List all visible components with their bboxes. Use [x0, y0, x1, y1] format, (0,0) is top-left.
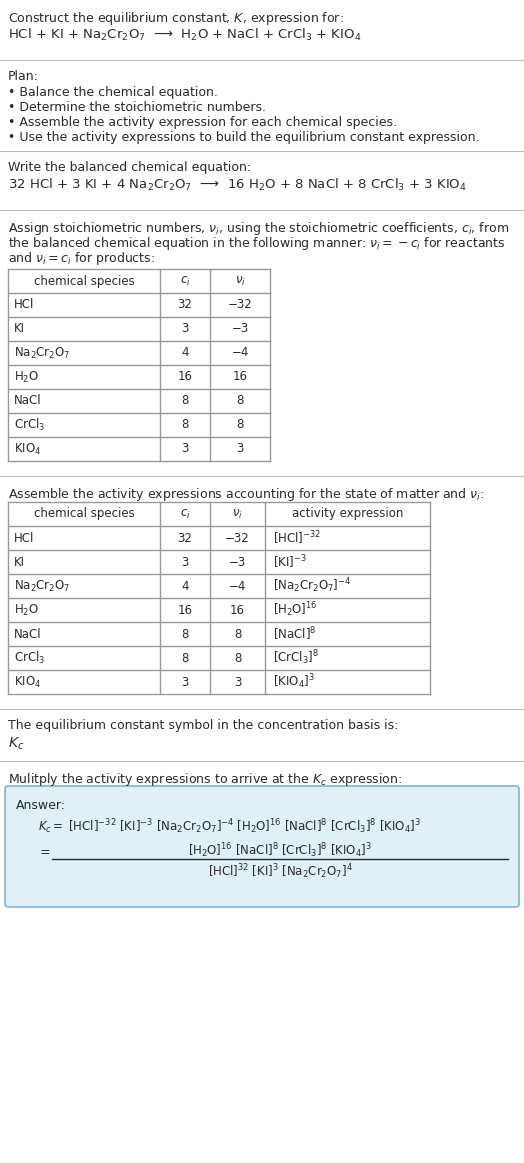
- Text: 8: 8: [181, 419, 189, 431]
- Text: • Use the activity expressions to build the equilibrium constant expression.: • Use the activity expressions to build …: [8, 131, 479, 144]
- Text: 16: 16: [233, 371, 247, 384]
- Text: $\nu_i$: $\nu_i$: [232, 507, 243, 521]
- Text: HCl: HCl: [14, 299, 35, 312]
- Text: 8: 8: [234, 651, 241, 664]
- Text: 16: 16: [178, 604, 192, 616]
- Text: • Assemble the activity expression for each chemical species.: • Assemble the activity expression for e…: [8, 116, 397, 129]
- Text: 32: 32: [178, 531, 192, 544]
- Text: NaCl: NaCl: [14, 394, 41, 407]
- Text: CrCl$_3$: CrCl$_3$: [14, 418, 45, 433]
- Text: $K_c = $ [HCl]$^{-32}$ [KI]$^{-3}$ [Na$_2$Cr$_2$O$_7$]$^{-4}$ [H$_2$O]$^{16}$ [N: $K_c = $ [HCl]$^{-32}$ [KI]$^{-3}$ [Na$_…: [38, 816, 421, 836]
- Text: 3: 3: [234, 676, 241, 688]
- Text: and $\nu_i = c_i$ for products:: and $\nu_i = c_i$ for products:: [8, 250, 155, 267]
- Text: [Na$_2$Cr$_2$O$_7$]$^{-4}$: [Na$_2$Cr$_2$O$_7$]$^{-4}$: [273, 577, 351, 595]
- Text: 3: 3: [181, 676, 189, 688]
- Text: −32: −32: [227, 299, 253, 312]
- Text: HCl: HCl: [14, 531, 35, 544]
- Text: KIO$_4$: KIO$_4$: [14, 675, 41, 690]
- Text: Construct the equilibrium constant, $K$, expression for:: Construct the equilibrium constant, $K$,…: [8, 10, 344, 27]
- Text: Assign stoichiometric numbers, $\nu_i$, using the stoichiometric coefficients, $: Assign stoichiometric numbers, $\nu_i$, …: [8, 220, 509, 237]
- Text: Plan:: Plan:: [8, 70, 39, 83]
- Text: 16: 16: [230, 604, 245, 616]
- Text: $K_c$: $K_c$: [8, 736, 24, 752]
- Text: 32: 32: [178, 299, 192, 312]
- Text: KI: KI: [14, 556, 25, 569]
- Text: −32: −32: [225, 531, 250, 544]
- Text: KI: KI: [14, 322, 25, 335]
- FancyBboxPatch shape: [5, 786, 519, 907]
- Text: $c_i$: $c_i$: [180, 507, 190, 521]
- Text: 8: 8: [181, 394, 189, 407]
- Text: • Determine the stoichiometric numbers.: • Determine the stoichiometric numbers.: [8, 101, 266, 114]
- Text: [H$_2$O]$^{16}$ [NaCl]$^{8}$ [CrCl$_3$]$^{8}$ [KIO$_4$]$^{3}$: [H$_2$O]$^{16}$ [NaCl]$^{8}$ [CrCl$_3$]$…: [188, 841, 372, 859]
- Text: NaCl: NaCl: [14, 628, 41, 641]
- Text: 8: 8: [236, 419, 244, 431]
- Text: HCl + KI + Na$_2$Cr$_2$O$_7$  ⟶  H$_2$O + NaCl + CrCl$_3$ + KIO$_4$: HCl + KI + Na$_2$Cr$_2$O$_7$ ⟶ H$_2$O + …: [8, 27, 362, 43]
- Text: $c_i$: $c_i$: [180, 274, 190, 287]
- Text: [H$_2$O]$^{16}$: [H$_2$O]$^{16}$: [273, 600, 318, 620]
- Text: 32 HCl + 3 KI + 4 Na$_2$Cr$_2$O$_7$  ⟶  16 H$_2$O + 8 NaCl + 8 CrCl$_3$ + 3 KIO$: 32 HCl + 3 KI + 4 Na$_2$Cr$_2$O$_7$ ⟶ 16…: [8, 177, 467, 193]
- Text: 3: 3: [181, 322, 189, 335]
- Text: activity expression: activity expression: [292, 507, 403, 521]
- Text: $\nu_i$: $\nu_i$: [235, 274, 245, 287]
- Text: the balanced chemical equation in the following manner: $\nu_i = -c_i$ for react: the balanced chemical equation in the fo…: [8, 235, 506, 252]
- Text: Write the balanced chemical equation:: Write the balanced chemical equation:: [8, 160, 251, 174]
- Text: [KI]$^{-3}$: [KI]$^{-3}$: [273, 554, 307, 571]
- Text: CrCl$_3$: CrCl$_3$: [14, 650, 45, 666]
- Text: chemical species: chemical species: [34, 507, 134, 521]
- Text: −3: −3: [232, 322, 248, 335]
- Text: 8: 8: [236, 394, 244, 407]
- Text: [CrCl$_3$]$^{8}$: [CrCl$_3$]$^{8}$: [273, 649, 319, 668]
- Text: Assemble the activity expressions accounting for the state of matter and $\nu_i$: Assemble the activity expressions accoun…: [8, 486, 484, 504]
- Text: H$_2$O: H$_2$O: [14, 602, 39, 618]
- Text: −4: −4: [231, 347, 249, 359]
- Text: 16: 16: [178, 371, 192, 384]
- Text: Na$_2$Cr$_2$O$_7$: Na$_2$Cr$_2$O$_7$: [14, 578, 70, 593]
- Text: Answer:: Answer:: [16, 799, 66, 812]
- Text: [HCl]$^{32}$ [KI]$^{3}$ [Na$_2$Cr$_2$O$_7$]$^{4}$: [HCl]$^{32}$ [KI]$^{3}$ [Na$_2$Cr$_2$O$_…: [208, 862, 353, 880]
- Text: 3: 3: [181, 556, 189, 569]
- Text: 3: 3: [236, 442, 244, 456]
- Text: [KIO$_4$]$^{3}$: [KIO$_4$]$^{3}$: [273, 672, 315, 691]
- Text: Na$_2$Cr$_2$O$_7$: Na$_2$Cr$_2$O$_7$: [14, 345, 70, 361]
- Text: 8: 8: [181, 628, 189, 641]
- Text: 8: 8: [234, 628, 241, 641]
- Text: chemical species: chemical species: [34, 274, 134, 287]
- Text: 4: 4: [181, 347, 189, 359]
- Text: The equilibrium constant symbol in the concentration basis is:: The equilibrium constant symbol in the c…: [8, 719, 398, 732]
- Text: [HCl]$^{-32}$: [HCl]$^{-32}$: [273, 529, 321, 547]
- Text: 8: 8: [181, 651, 189, 664]
- Text: Mulitply the activity expressions to arrive at the $K_c$ expression:: Mulitply the activity expressions to arr…: [8, 771, 402, 789]
- Text: 3: 3: [181, 442, 189, 456]
- Text: H$_2$O: H$_2$O: [14, 370, 39, 385]
- Text: =: =: [39, 847, 50, 859]
- Text: [NaCl]$^{8}$: [NaCl]$^{8}$: [273, 626, 316, 643]
- Text: KIO$_4$: KIO$_4$: [14, 442, 41, 457]
- Text: • Balance the chemical equation.: • Balance the chemical equation.: [8, 86, 218, 99]
- Text: −3: −3: [229, 556, 246, 569]
- Text: 4: 4: [181, 579, 189, 592]
- Text: −4: −4: [229, 579, 246, 592]
